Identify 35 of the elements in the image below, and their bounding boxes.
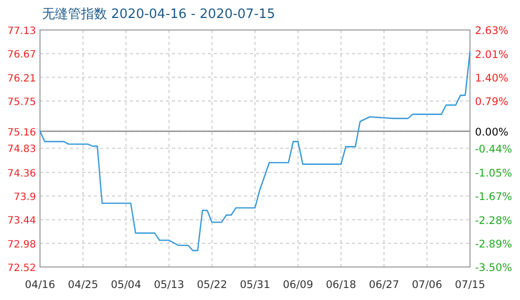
y2-tick-label: 0.00% [475, 126, 508, 139]
x-tick-label: 05/04 [110, 279, 142, 291]
y2-tick-label: -1.67% [475, 191, 512, 204]
y2-tick-label: -1.05% [475, 167, 512, 180]
y2-tick-label: -2.28% [475, 214, 512, 227]
y2-tick-label: -0.44% [475, 144, 512, 156]
y2-tick-label: 1.40% [475, 72, 508, 85]
y2-tick-label: -2.89% [475, 238, 512, 250]
y2-tick-label: -3.50% [475, 262, 512, 274]
x-tick-label: 07/06 [412, 279, 442, 291]
x-tick-label: 05/13 [154, 279, 184, 291]
x-tick-label: 04/16 [24, 279, 56, 291]
x-tick-label: 06/27 [368, 279, 400, 291]
y-tick-label: 75.16 [7, 127, 36, 138]
chart-title: 无缝管指数 2020-04-16 - 2020-07-15 [42, 7, 276, 22]
y-tick-label: 74.36 [7, 168, 36, 180]
y2-tick-label: 2.01% [475, 48, 508, 61]
y2-tick-label: 2.63% [475, 25, 508, 37]
x-tick-label: 05/22 [196, 279, 228, 291]
x-tick-label: 06/18 [326, 279, 356, 291]
y-tick-label: 76.67 [7, 50, 36, 61]
y-tick-label: 75.75 [7, 96, 36, 108]
y-tick-label: 77.13 [7, 26, 36, 37]
y-tick-label: 72.98 [7, 239, 36, 250]
y-tick-label: 73.9 [14, 192, 36, 204]
x-tick-label: 05/31 [240, 279, 270, 291]
x-tick-label: 04/25 [68, 279, 98, 291]
y-tick-label: 74.83 [7, 144, 36, 156]
line-series [39, 50, 471, 252]
x-tick-label: 06/09 [282, 279, 314, 291]
x-tick-label: 07/15 [454, 279, 486, 291]
y-tick-label: 73.44 [7, 216, 36, 227]
y2-tick-label: 0.79% [475, 96, 508, 108]
y-tick-label: 72.52 [7, 263, 36, 274]
y-tick-label: 76.21 [7, 73, 36, 84]
